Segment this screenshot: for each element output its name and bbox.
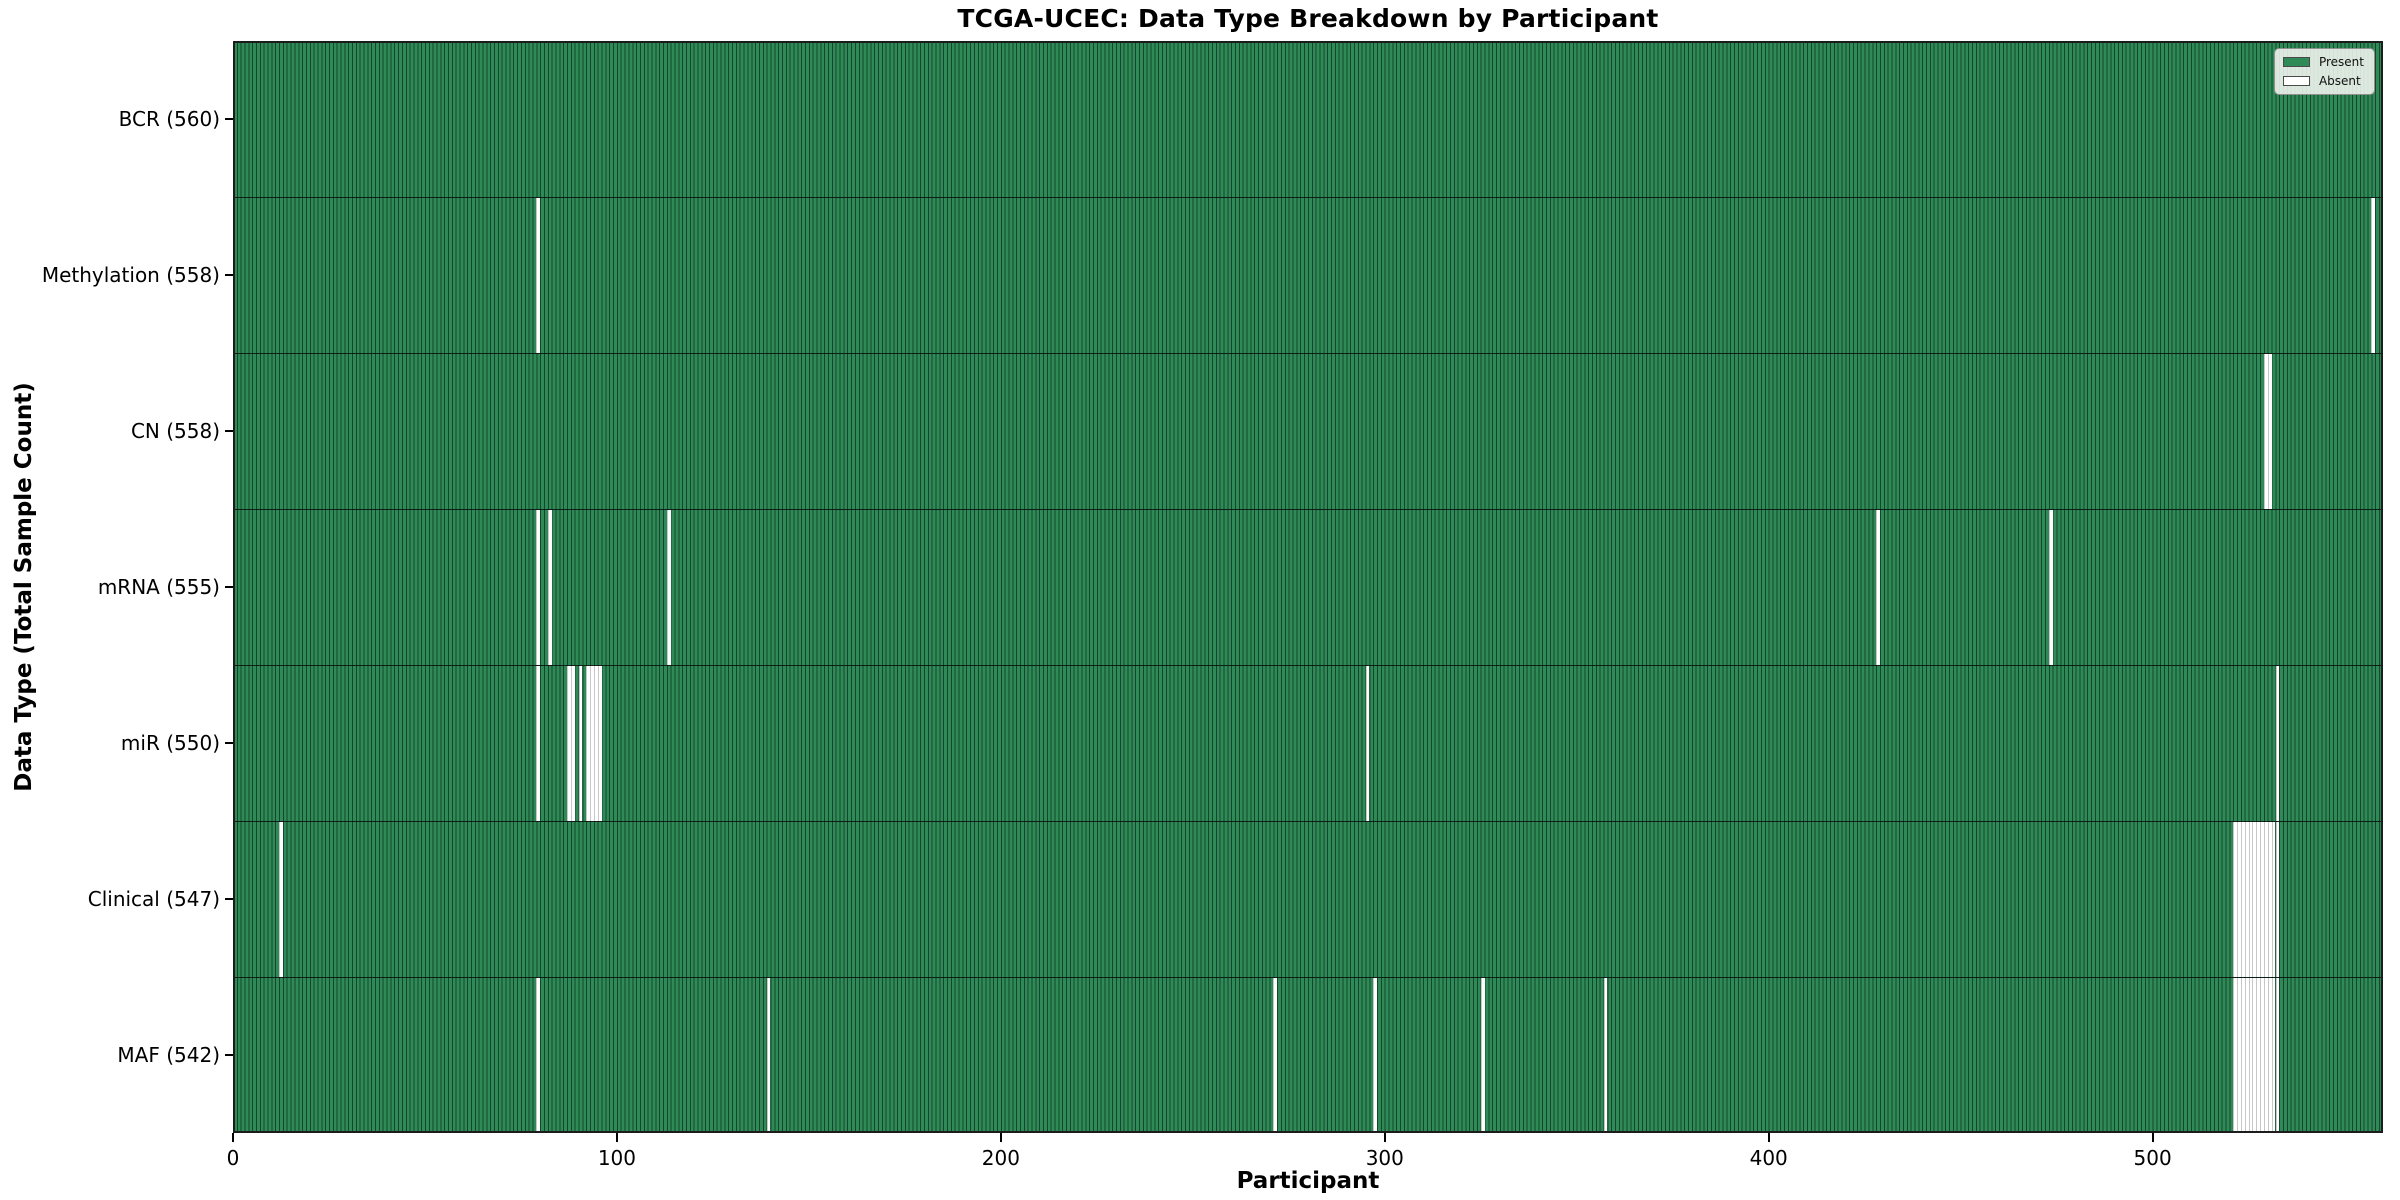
y-tick-mark [225,118,233,120]
y-tick-label: Clinical (547) [87,887,220,911]
absent-stripe [2267,978,2272,1133]
y-tick-mark [225,1054,233,1056]
x-tick-label: 400 [1749,1146,1788,1170]
legend-label-absent: Absent [2318,74,2361,88]
absent-stripe [2275,666,2280,821]
absent-stripe [2256,822,2261,977]
absent-stripe [2248,822,2253,977]
absent-stripe [2252,978,2257,1133]
absent-stripe [2244,822,2249,977]
absent-stripe [2263,354,2268,509]
y-tick-label: miR (550) [120,731,220,755]
x-tick-mark [2151,1133,2154,1142]
legend: Present Absent [2273,48,2375,95]
absent-stripe [2267,354,2272,509]
absent-stripe [2271,822,2276,977]
absent-stripe [2260,822,2264,977]
y-tick-label: Methylation (558) [41,263,220,287]
x-tick-mark [615,1133,618,1142]
plot-area: Present Absent [233,41,2383,1133]
absent-stripe [597,666,602,821]
absent-stripe [536,666,541,821]
presence-row-Clinical [233,821,2383,977]
absent-stripe [547,510,552,665]
absent-stripe [593,666,598,821]
x-tick-mark [1767,1133,1770,1142]
legend-entry-absent: Absent [2282,74,2364,88]
presence-row-MAF [233,977,2383,1133]
presence-row-BCR [233,41,2383,197]
absent-stripe [2244,978,2249,1133]
x-tick-label: 500 [2133,1146,2172,1170]
absent-stripe [536,510,541,665]
legend-entry-present: Present [2282,55,2364,69]
y-tick-label: MAF (542) [117,1043,220,1067]
absent-stripe [279,822,283,977]
x-tick-mark [999,1133,1002,1142]
absent-stripe [536,198,541,353]
absent-stripe [2271,978,2276,1133]
chart-title: TCGA-UCEC: Data Type Breakdown by Partic… [957,4,1659,33]
y-tick-label: CN (558) [130,419,220,443]
absent-stripe [2048,510,2053,665]
absent-stripe [536,978,541,1133]
absent-stripe [1373,978,1378,1133]
legend-label-present: Present [2318,55,2364,69]
presence-row-Methylation [233,197,2383,353]
absent-stripe [2237,978,2241,1133]
absent-stripe [590,666,594,821]
absent-stripe [2240,978,2245,1133]
absent-stripe [2233,978,2238,1133]
x-tick-label: 200 [981,1146,1020,1170]
absent-stripe [586,666,591,821]
absent-stripe [2260,978,2264,1133]
x-axis-label: Participant [1236,1168,1380,1194]
absent-stripe [570,666,575,821]
absent-stripe [666,510,671,665]
absent-stripe [2252,822,2257,977]
y-tick-mark [225,898,233,900]
absent-swatch [2282,76,2310,86]
x-tick-mark [232,1133,234,1142]
presence-row-CN [233,353,2383,509]
x-tick-label: 100 [597,1146,637,1170]
present-swatch [2282,57,2310,67]
x-tick-label: 300 [1365,1146,1404,1170]
absent-stripe [2263,978,2268,1133]
absent-stripe [1876,510,1881,665]
y-tick-mark [225,274,233,276]
y-tick-mark [225,586,233,588]
absent-stripe [2248,978,2253,1133]
x-tick-label: 0 [226,1146,240,1170]
absent-stripe [567,666,571,821]
absent-stripe [1480,978,1485,1133]
absent-stripe [2256,978,2261,1133]
absent-stripe [1365,666,1370,821]
absent-stripe [578,666,583,821]
presence-row-miR [233,665,2383,821]
absent-stripe [2263,822,2268,977]
absent-stripe [766,978,771,1133]
absent-stripe [1273,978,1278,1133]
absent-stripe [2267,822,2272,977]
absent-stripe [2233,822,2238,977]
y-tick-label: mRNA (555) [97,575,220,599]
absent-stripe [1603,978,1608,1133]
absent-stripe [2240,822,2245,977]
absent-stripe [2371,198,2376,353]
y-tick-mark [225,742,233,744]
y-tick-mark [225,430,233,432]
absent-stripe [2275,978,2280,1133]
x-tick-mark [1383,1133,1386,1142]
presence-row-mRNA [233,509,2383,665]
absent-stripe [2275,822,2280,977]
y-tick-label: BCR (560) [118,107,220,131]
absent-stripe [2237,822,2241,977]
